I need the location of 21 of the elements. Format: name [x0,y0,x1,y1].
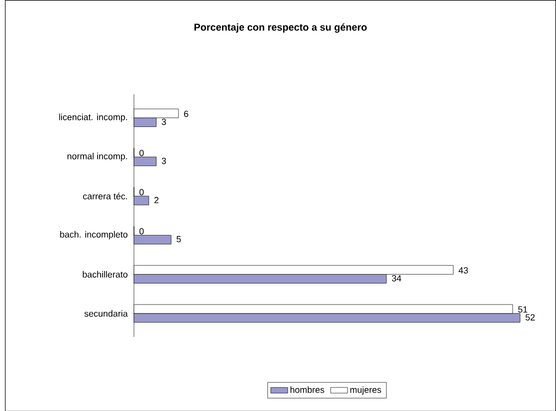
y-tick-label: licenciat. incomp. [59,113,127,122]
data-label: 34 [392,274,402,282]
data-label: 51 [518,306,528,312]
y-tick-label: secundaria [84,310,128,316]
chart-title: Porcentaje con respecto a su género [194,23,367,32]
data-label: 5 [176,236,181,242]
legend-label: mujeres [350,386,382,394]
data-label: 0 [139,188,144,196]
data-label: 43 [458,266,468,274]
data-label: 3 [162,158,166,164]
y-tick-label: bach. incompleto [60,230,128,240]
data-label: 6 [184,110,188,117]
legend-label: hombres [290,386,324,393]
data-label: 3 [162,118,166,125]
y-tick-label: normal incomp. [67,152,127,161]
y-tick-label: bachillerato [82,270,128,278]
y-tick-label: carrera téc. [83,192,127,200]
data-label: 0 [139,150,144,156]
data-label: 52 [526,314,535,320]
data-label: 2 [154,196,158,203]
data-label: 0 [139,228,144,234]
